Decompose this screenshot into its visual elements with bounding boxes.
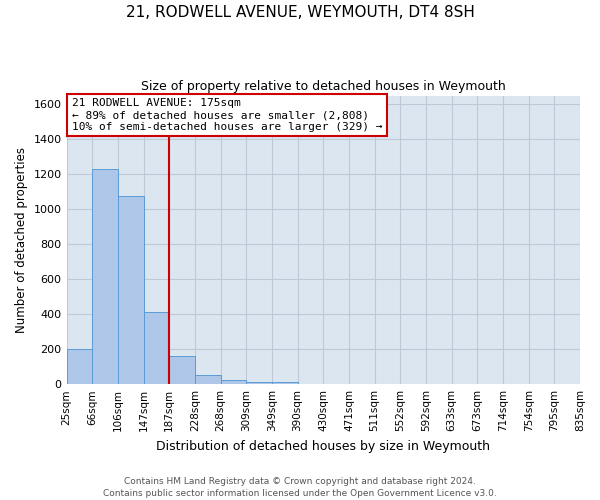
- Y-axis label: Number of detached properties: Number of detached properties: [15, 147, 28, 333]
- Text: Contains HM Land Registry data © Crown copyright and database right 2024.
Contai: Contains HM Land Registry data © Crown c…: [103, 476, 497, 498]
- Bar: [195, 376, 221, 384]
- X-axis label: Distribution of detached houses by size in Weymouth: Distribution of detached houses by size …: [156, 440, 490, 452]
- Bar: [118, 196, 143, 384]
- Bar: [272, 382, 298, 384]
- Bar: [221, 380, 246, 384]
- Bar: [169, 356, 195, 384]
- Text: 21 RODWELL AVENUE: 175sqm
← 89% of detached houses are smaller (2,808)
10% of se: 21 RODWELL AVENUE: 175sqm ← 89% of detac…: [71, 98, 382, 132]
- Text: 21, RODWELL AVENUE, WEYMOUTH, DT4 8SH: 21, RODWELL AVENUE, WEYMOUTH, DT4 8SH: [125, 5, 475, 20]
- Bar: [92, 169, 118, 384]
- Title: Size of property relative to detached houses in Weymouth: Size of property relative to detached ho…: [141, 80, 506, 93]
- Bar: [67, 349, 92, 384]
- Bar: [143, 312, 169, 384]
- Bar: [246, 382, 272, 384]
